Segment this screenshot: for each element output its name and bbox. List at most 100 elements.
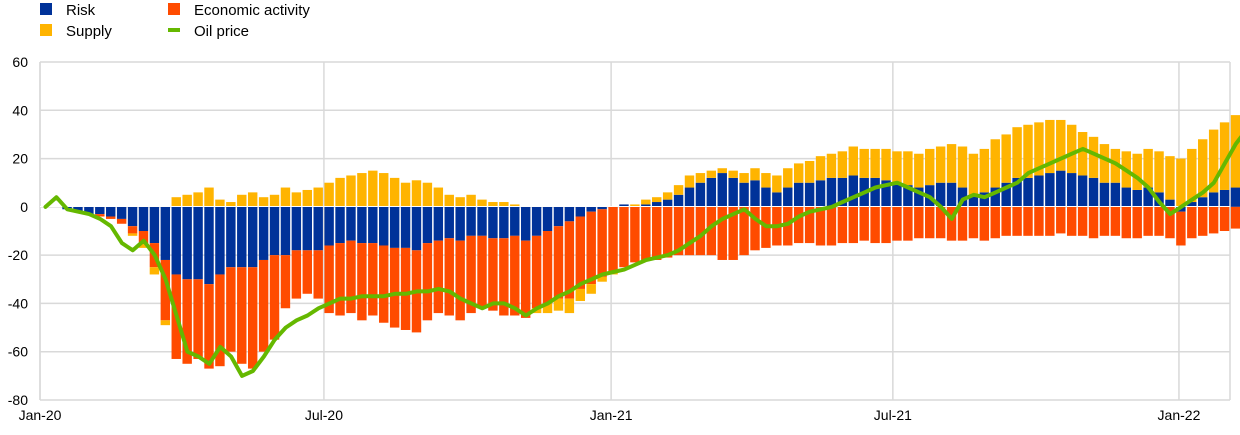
bar-supply: [477, 199, 487, 207]
bar-risk: [389, 206, 400, 248]
legend-label-risk: Risk: [66, 2, 96, 19]
bar-supply: [433, 187, 444, 207]
bar-risk: [1088, 177, 1099, 207]
bar-risk: [1012, 177, 1022, 207]
bar-economic-activity: [204, 284, 214, 369]
bar-economic-activity: [564, 221, 575, 299]
bar-supply: [379, 173, 389, 207]
bar-risk: [1034, 175, 1044, 207]
bar-supply: [990, 139, 1000, 188]
bar-economic-activity: [1208, 206, 1219, 234]
bar-risk: [269, 206, 280, 256]
bar-risk: [652, 202, 662, 207]
bar-economic-activity: [389, 247, 400, 328]
bar-risk: [1198, 197, 1208, 207]
bar-supply: [335, 177, 345, 207]
bar-economic-activity: [346, 240, 356, 314]
bar-economic-activity: [215, 274, 225, 367]
bar-risk: [1099, 182, 1110, 207]
bar-supply: [772, 175, 782, 193]
y-tick-label: 60: [12, 54, 28, 70]
bar-economic-activity: [444, 238, 454, 316]
bar-supply: [935, 146, 946, 183]
bar-supply: [706, 170, 717, 178]
legend-swatch-economic-activity: [168, 3, 180, 15]
x-tick-label: Jul-20: [305, 407, 343, 423]
bar-supply: [892, 151, 902, 183]
bar-risk: [226, 206, 236, 268]
bar-supply: [1056, 119, 1066, 171]
bar-supply: [1066, 124, 1077, 174]
bar-economic-activity: [1012, 206, 1022, 236]
legend-label-economic-activity: Economic activity: [194, 2, 310, 19]
bar-risk: [422, 206, 433, 244]
bar-supply: [968, 153, 979, 195]
bar-economic-activity: [662, 206, 673, 258]
bar-risk: [346, 206, 356, 241]
bar-economic-activity: [881, 206, 891, 244]
x-axis-ticks: Jan-20 Jul-20 Jan-21 Jul-21 Jan-22: [19, 407, 1201, 423]
bar-risk: [379, 206, 389, 246]
bar-supply: [171, 197, 181, 207]
legend-label-oil-price: Oil price: [194, 23, 249, 40]
bar-supply: [466, 194, 476, 207]
bar-supply: [564, 298, 575, 314]
bar-economic-activity: [1176, 211, 1186, 246]
bar-economic-activity: [848, 206, 858, 244]
bar-economic-activity: [1121, 206, 1131, 239]
bar-risk: [313, 206, 323, 251]
bar-economic-activity: [160, 259, 171, 321]
bar-risk: [695, 182, 706, 207]
bar-economic-activity: [247, 267, 258, 369]
bar-economic-activity: [226, 267, 236, 352]
bar-supply: [881, 148, 891, 181]
bar-supply: [291, 192, 302, 207]
x-tick-label: Jan-22: [1158, 407, 1201, 423]
bar-supply: [1198, 139, 1208, 198]
bar-risk: [455, 206, 465, 241]
bar-risk: [477, 206, 487, 236]
bar-supply: [411, 180, 422, 207]
bar-risk: [73, 206, 83, 212]
y-tick-label: -60: [8, 344, 28, 360]
bar-economic-activity: [608, 206, 618, 273]
bar-economic-activity: [826, 206, 837, 246]
bar-supply: [979, 148, 990, 193]
bar-economic-activity: [553, 226, 564, 299]
bar-risk: [903, 185, 913, 207]
x-tick-label: Jan-20: [19, 407, 62, 423]
bar-risk: [914, 187, 924, 207]
bar-economic-activity: [542, 231, 553, 304]
bar-supply: [182, 194, 192, 207]
bar-supply: [149, 267, 160, 275]
bar-supply: [1208, 129, 1219, 193]
bar-risk: [728, 177, 738, 207]
bar-economic-activity: [837, 206, 848, 244]
bar-economic-activity: [586, 211, 596, 285]
bar-supply: [357, 173, 367, 207]
bar-risk: [750, 180, 760, 207]
bar-supply: [586, 284, 596, 294]
bar-supply: [1077, 132, 1088, 176]
bar-economic-activity: [368, 243, 378, 316]
bar-risk: [258, 206, 269, 260]
bar-risk: [84, 206, 94, 215]
bar-risk: [553, 206, 564, 227]
bar-economic-activity: [237, 267, 247, 364]
bar-supply: [1088, 136, 1099, 178]
bar-supply: [870, 148, 880, 178]
bar-risk: [237, 206, 247, 268]
y-tick-label: 20: [12, 151, 28, 167]
bar-supply: [597, 276, 607, 282]
bar-risk: [1110, 182, 1121, 207]
bar-risk: [881, 180, 891, 207]
legend-swatch-supply: [40, 24, 52, 36]
bar-economic-activity: [1132, 206, 1142, 239]
bar-economic-activity: [783, 206, 793, 246]
bar-supply: [368, 170, 378, 207]
bar-risk: [1165, 199, 1175, 207]
bar-supply: [717, 168, 727, 174]
bar-risk: [1056, 170, 1066, 207]
bar-risk: [1121, 187, 1131, 207]
